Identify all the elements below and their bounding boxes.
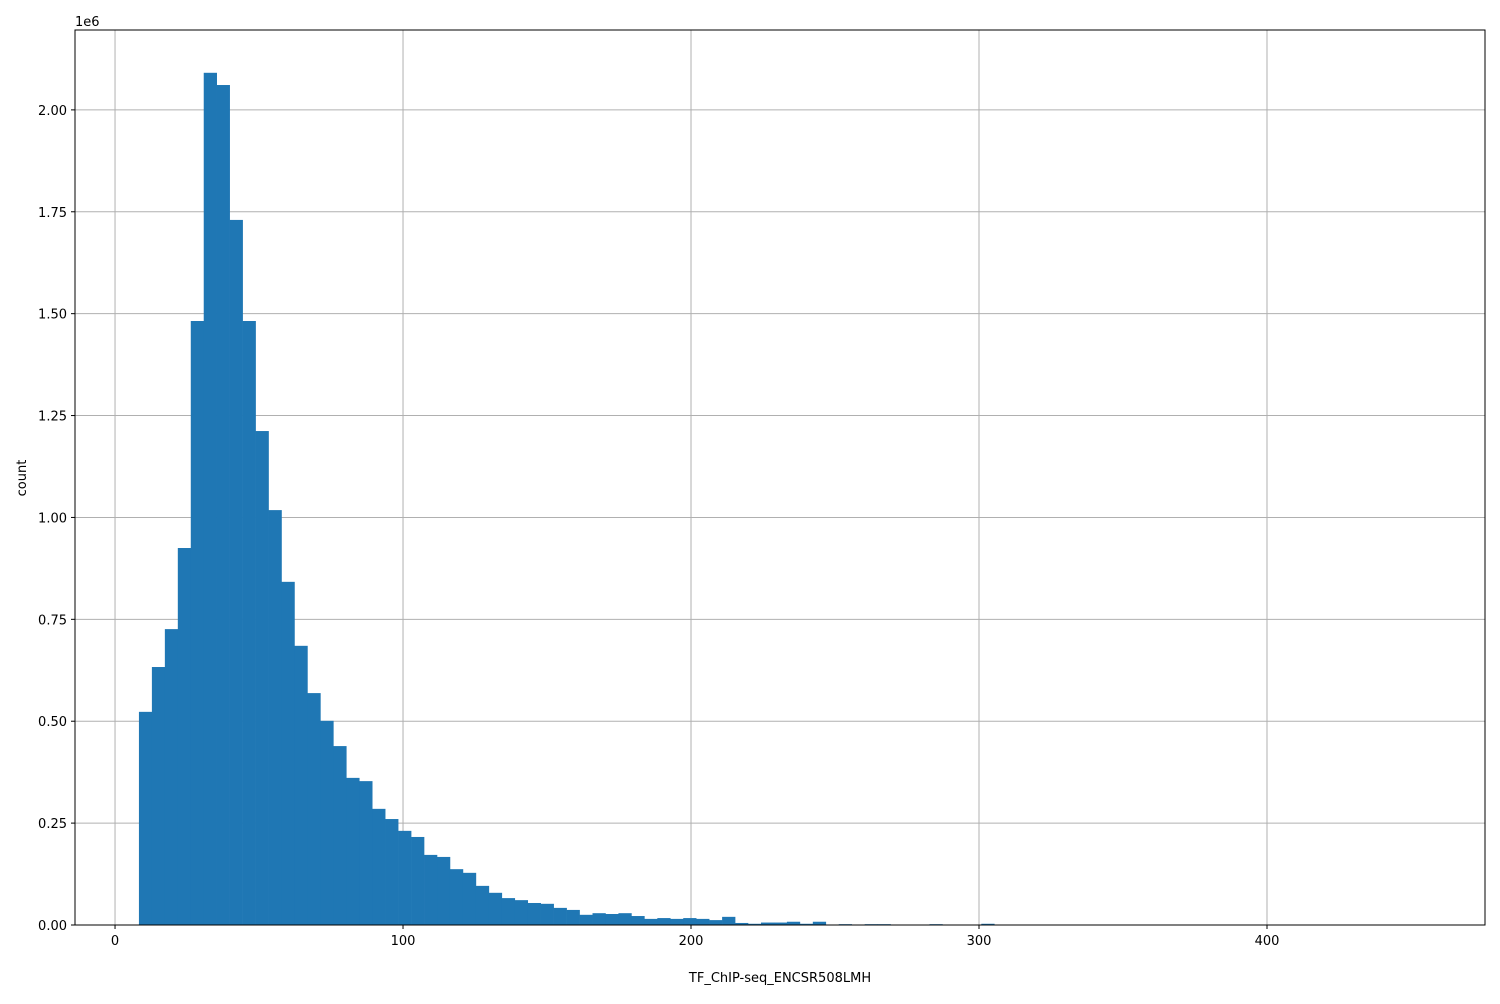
histogram-bar <box>489 893 502 925</box>
histogram-bar <box>528 903 541 925</box>
histogram-bar <box>670 919 683 925</box>
histogram-bar <box>346 778 359 925</box>
histogram-bar <box>554 908 567 925</box>
y-tick-label: 0.00 <box>38 919 67 934</box>
histogram-bar <box>191 321 204 925</box>
histogram-bar <box>463 873 476 925</box>
y-axis-label: count <box>15 460 30 497</box>
histogram-bar <box>722 917 735 925</box>
histogram-bar <box>294 646 307 925</box>
histogram-bar <box>502 898 515 925</box>
histogram-bar <box>657 918 670 925</box>
y-tick-label: 0.50 <box>38 715 67 730</box>
histogram-bar <box>541 904 554 925</box>
histogram-bar <box>269 510 282 925</box>
y-tick-label: 1.25 <box>38 410 67 425</box>
x-tick-label: 300 <box>967 934 992 949</box>
histogram-bar <box>307 693 320 925</box>
bars <box>139 73 1435 925</box>
histogram-bar <box>567 910 580 925</box>
histogram-bar <box>605 914 618 925</box>
histogram-bar <box>644 919 657 925</box>
x-tick-label: 100 <box>391 934 416 949</box>
histogram-bar <box>256 431 269 925</box>
histogram-bar <box>411 837 424 925</box>
histogram-bar <box>631 916 644 925</box>
histogram-bar <box>696 919 709 925</box>
y-offset-label: 1e6 <box>75 15 100 30</box>
histogram-bar <box>593 913 606 925</box>
histogram-bar <box>683 918 696 925</box>
histogram-bar <box>281 582 294 925</box>
y-tick-label: 0.75 <box>38 613 67 628</box>
histogram-bar <box>476 886 489 925</box>
histogram-bar <box>618 913 631 925</box>
histogram-bar <box>152 667 165 925</box>
histogram-bar <box>178 548 191 925</box>
x-tick-label: 200 <box>679 934 704 949</box>
histogram-bar <box>359 781 372 925</box>
histogram-bar <box>217 85 230 925</box>
histogram-bar <box>230 220 243 925</box>
y-tick-label: 2.00 <box>38 104 67 119</box>
histogram-bar <box>385 819 398 925</box>
histogram-bar <box>139 712 152 925</box>
x-tick-label: 0 <box>111 934 119 949</box>
histogram-bar <box>515 900 528 925</box>
histogram-bar <box>372 809 385 925</box>
histogram-bar <box>437 857 450 925</box>
y-tick-label: 1.00 <box>38 511 67 526</box>
y-tick-label: 1.75 <box>38 206 67 221</box>
histogram-bar <box>424 855 437 925</box>
histogram-bar <box>243 321 256 925</box>
histogram-bar <box>709 920 722 925</box>
histogram-bar <box>165 629 178 925</box>
histogram-bar <box>204 73 217 925</box>
x-tick-label: 400 <box>1255 934 1280 949</box>
histogram-bar <box>320 721 333 925</box>
y-tick-label: 1.50 <box>38 308 67 323</box>
histogram-bar <box>333 746 346 925</box>
histogram-bar <box>580 915 593 925</box>
histogram-bar <box>450 869 463 925</box>
x-axis-label: TF_ChIP-seq_ENCSR508LMH <box>688 971 871 986</box>
histogram-bar <box>398 831 411 925</box>
y-tick-label: 0.25 <box>38 817 67 832</box>
